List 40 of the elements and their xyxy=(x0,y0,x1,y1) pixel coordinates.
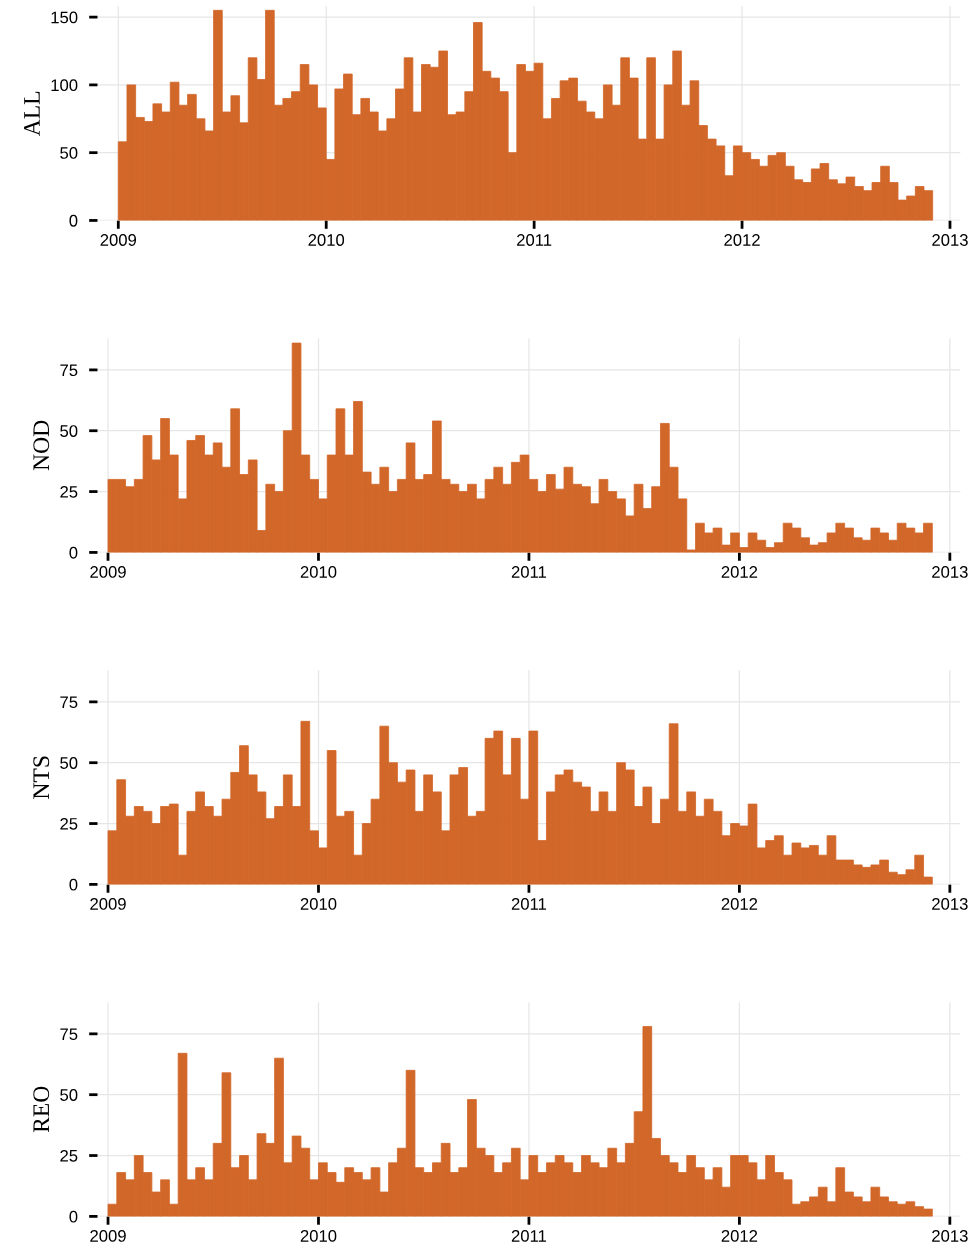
x-tick-label: 2012 xyxy=(721,898,758,910)
y-tick-label: 50 xyxy=(60,1089,78,1101)
y-tick-label: 75 xyxy=(60,364,78,377)
x-tick-label: 2013 xyxy=(932,1230,968,1242)
x-tick-label: 2009 xyxy=(100,234,137,246)
y-tick-label: 75 xyxy=(60,696,78,709)
x-tick-label: 2011 xyxy=(511,1230,547,1242)
y-axis-title: NOD xyxy=(33,420,50,471)
y-tick-label: 150 xyxy=(51,11,78,24)
y-tick-label: 50 xyxy=(60,757,78,769)
x-tick-label: 2009 xyxy=(90,1230,126,1242)
x-tick-label: 2012 xyxy=(721,566,758,578)
y-axis-title: REO xyxy=(33,1086,50,1133)
y-tick-label: 100 xyxy=(51,79,78,92)
y-tick-label: 25 xyxy=(60,817,78,830)
x-tick-label: 2010 xyxy=(308,234,345,246)
y-tick-label: 0 xyxy=(69,878,78,891)
y-tick-label: 25 xyxy=(60,1149,78,1162)
y-axis-title: ALL xyxy=(24,91,40,137)
x-tick-label: 2010 xyxy=(300,1230,337,1242)
y-tick-label: 0 xyxy=(69,546,78,559)
y-axis-title: NTS xyxy=(33,756,50,799)
y-tick-label: 0 xyxy=(69,1210,78,1223)
x-tick-label: 2012 xyxy=(721,1230,758,1242)
x-tick-label: 2011 xyxy=(517,234,552,246)
y-tick-label: 0 xyxy=(69,214,78,227)
x-tick-label: 2013 xyxy=(932,234,968,246)
x-tick-label: 2009 xyxy=(90,566,126,578)
x-tick-label: 2011 xyxy=(511,898,547,910)
x-tick-label: 2010 xyxy=(300,566,337,578)
x-tick-label: 2013 xyxy=(932,898,968,910)
x-tick-label: 2010 xyxy=(300,898,337,910)
y-tick-label: 50 xyxy=(60,425,78,437)
x-tick-label: 2011 xyxy=(511,566,547,578)
y-tick-label: 75 xyxy=(60,1028,78,1041)
y-tick-label: 25 xyxy=(60,485,78,498)
y-tick-label: 50 xyxy=(60,147,78,159)
x-tick-label: 2012 xyxy=(724,234,760,246)
x-tick-label: 2013 xyxy=(932,566,968,578)
x-tick-label: 2009 xyxy=(90,898,126,910)
